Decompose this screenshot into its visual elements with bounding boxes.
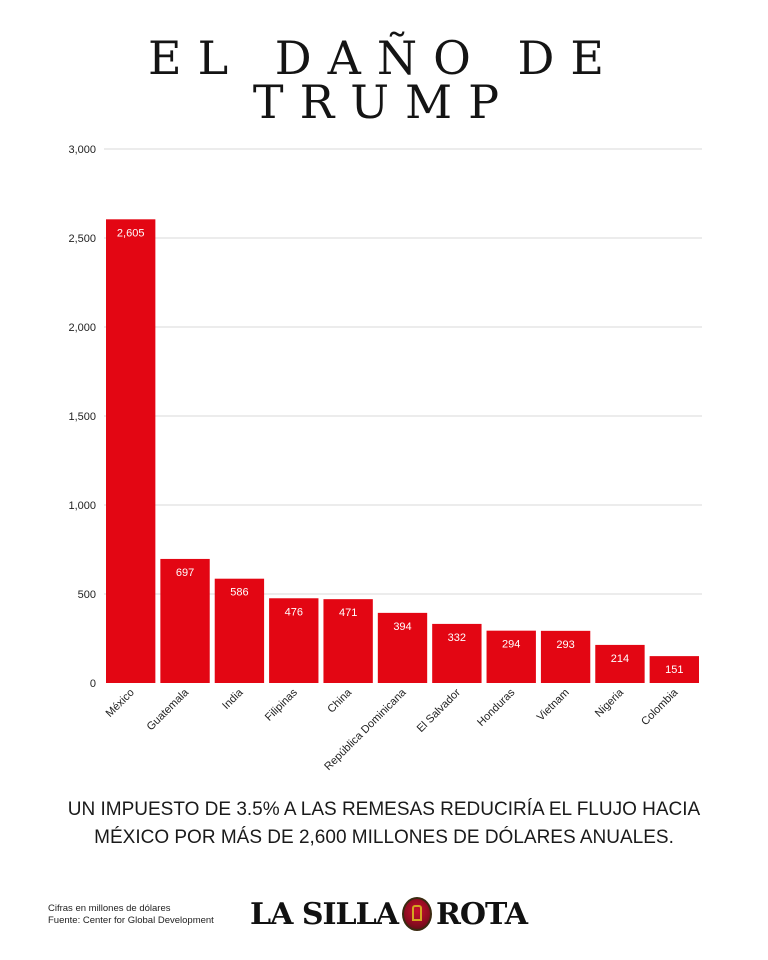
bar	[377, 612, 428, 683]
bar-value-label: 332	[448, 632, 466, 644]
bar	[595, 644, 645, 683]
x-tick-label: India	[220, 686, 246, 712]
logo-text-left: LA SILLA	[250, 896, 399, 932]
x-tick-label: Colombia	[639, 686, 681, 728]
la-silla-rota-logo: LA SILLA ROTA	[250, 894, 528, 934]
x-tick-label: El Salvador	[415, 686, 463, 734]
bar-value-label: 2,605	[117, 227, 145, 239]
x-tick-label: China	[325, 686, 354, 715]
bar	[106, 219, 156, 683]
y-tick-label: 500	[78, 589, 96, 601]
x-tick-label: Nigeria	[593, 686, 627, 720]
logo-text-right: ROTA	[435, 896, 528, 932]
headline: UN IMPUESTO DE 3.5% A LAS REMESAS REDUCI…	[67, 799, 701, 848]
bar	[649, 656, 699, 683]
bar-chart: 0 500 1,000 1,500 2,000 2,500 3,000 2,605 México…	[68, 144, 702, 773]
chart-title-line-1: EL DAÑO DE	[148, 31, 620, 85]
y-tick-label: 1,500	[68, 411, 96, 423]
bar-value-label: 294	[502, 639, 520, 651]
bar	[323, 599, 373, 683]
bar-value-label: 697	[176, 567, 194, 579]
bar	[432, 623, 482, 683]
chart-title-line-2: TRUMP	[252, 75, 516, 129]
x-tick-label: Guatemala	[145, 686, 192, 733]
bar	[540, 630, 591, 683]
footnote-units: Cifras en millones de dólares	[48, 903, 171, 914]
bar	[214, 578, 265, 683]
x-tick-label: México	[104, 687, 137, 720]
bar-value-label: 394	[393, 621, 411, 633]
bar	[269, 598, 319, 683]
y-tick-label: 0	[90, 678, 96, 690]
bar-value-label: 586	[230, 587, 248, 599]
bar-value-label: 476	[285, 606, 303, 618]
footnote-source: Fuente: Center for Global Development	[48, 915, 214, 926]
bar	[486, 630, 536, 683]
bar	[160, 558, 210, 683]
bar-value-label: 293	[556, 639, 574, 651]
y-tick-label: 2,500	[68, 233, 96, 245]
chair-emblem-icon	[401, 897, 432, 931]
x-tick-label: Honduras	[475, 686, 518, 729]
bar-value-label: 151	[665, 664, 683, 676]
x-tick-label: Vietnam	[535, 687, 572, 724]
bar-value-label: 471	[339, 607, 357, 619]
bar-value-label: 214	[611, 653, 629, 665]
y-tick-label: 3,000	[68, 144, 96, 156]
y-tick-label: 1,000	[68, 500, 96, 512]
y-tick-label: 2,000	[68, 322, 96, 334]
x-tick-label: Filipinas	[263, 686, 300, 723]
